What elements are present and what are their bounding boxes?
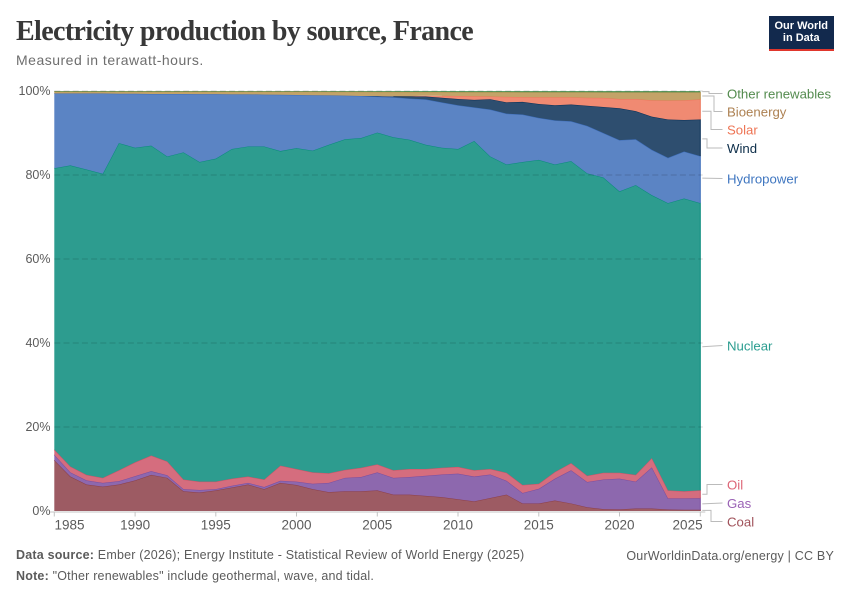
svg-text:Hydropower: Hydropower [727,171,799,186]
svg-text:Coal: Coal [727,514,754,529]
svg-text:1990: 1990 [120,518,150,533]
svg-text:80%: 80% [25,168,50,182]
svg-text:Bioenergy: Bioenergy [727,104,787,119]
svg-text:0%: 0% [32,504,50,518]
svg-text:Wind: Wind [727,141,757,156]
svg-text:2025: 2025 [673,518,703,533]
svg-text:40%: 40% [25,336,50,350]
svg-text:2000: 2000 [281,518,311,533]
svg-text:Nuclear: Nuclear [727,338,773,353]
svg-text:Solar: Solar [727,122,758,137]
svg-text:Gas: Gas [727,496,752,511]
svg-text:1995: 1995 [201,518,231,533]
svg-text:Oil: Oil [727,477,743,492]
svg-text:1985: 1985 [55,518,85,533]
svg-text:2010: 2010 [443,518,473,533]
svg-text:Other renewables: Other renewables [727,86,831,101]
svg-text:100%: 100% [19,84,51,98]
svg-text:2005: 2005 [362,518,392,533]
svg-text:2015: 2015 [524,518,554,533]
svg-text:60%: 60% [25,252,50,266]
svg-text:20%: 20% [25,420,50,434]
svg-text:2020: 2020 [604,518,634,533]
